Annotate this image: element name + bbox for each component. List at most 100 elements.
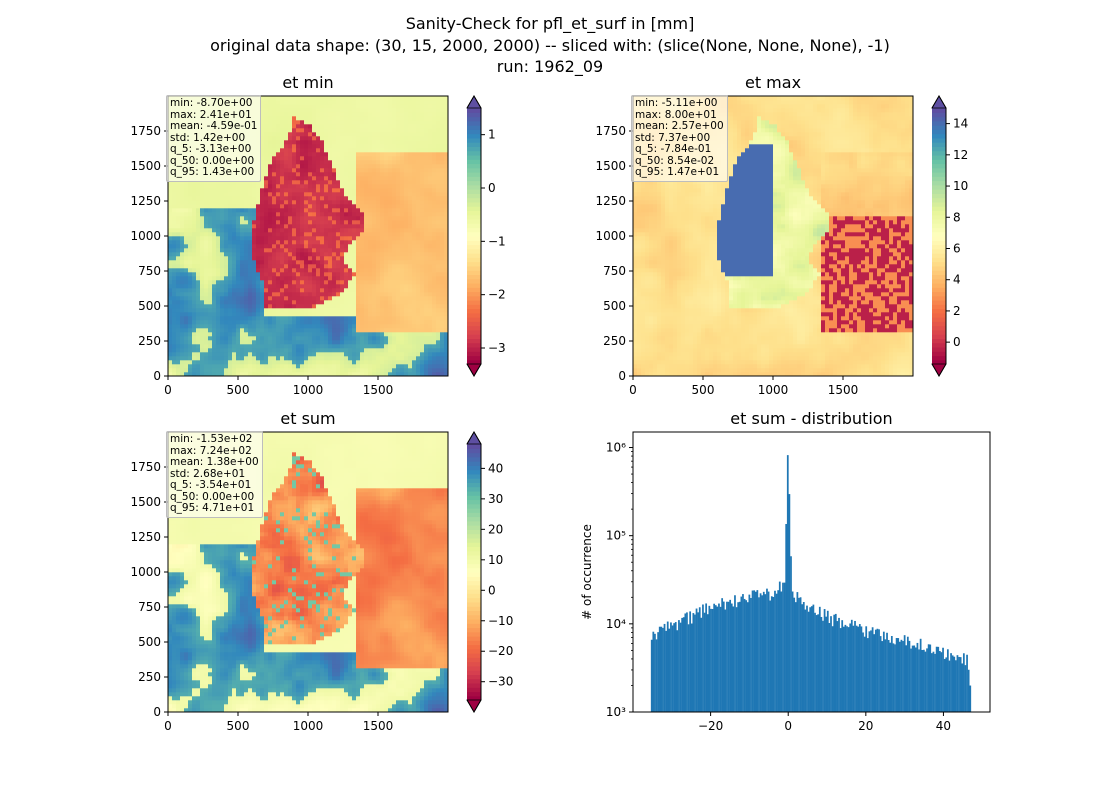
histogram-bar — [727, 601, 730, 712]
colorbar-tick-label: −20 — [488, 644, 513, 658]
histogram-bar — [721, 598, 724, 712]
histogram-bar — [839, 628, 842, 712]
histogram-bar — [857, 626, 860, 712]
colorbar-extend-min — [466, 363, 482, 377]
histogram-bar — [855, 625, 858, 712]
histogram-bar — [892, 643, 895, 712]
histogram-bar — [657, 632, 659, 712]
histogram-bar — [711, 608, 714, 712]
histogram-bar — [801, 604, 804, 712]
histogram-bar — [748, 594, 751, 712]
histogram-bar — [705, 603, 708, 712]
colorbar-tick-label: 1 — [488, 128, 496, 142]
histogram-bar — [889, 642, 892, 712]
x-tick-label: 500 — [692, 383, 715, 397]
y-tick-label: 1250 — [130, 194, 161, 208]
histogram-bar — [679, 622, 682, 712]
x-tick-label: 1000 — [758, 383, 789, 397]
histogram-bar — [708, 605, 711, 712]
histogram-bar — [862, 632, 864, 712]
histogram-bar — [668, 628, 671, 712]
y-axis-label: # of occurrence — [580, 524, 594, 620]
histogram-bar — [796, 592, 799, 712]
histogram-bar — [836, 621, 839, 712]
histogram-bar — [943, 658, 946, 712]
suptitle-line-3: run: 1962_09 — [496, 57, 604, 76]
colorbar-tick-label: 0 — [953, 335, 961, 349]
colorbar: 0 2 4 6 8 10 12 14 — [931, 95, 968, 377]
histogram-bar — [690, 623, 693, 712]
suptitle-line-2: original data shape: (30, 15, 2000, 2000… — [210, 36, 890, 55]
colorbar-tick-label: 0 — [488, 583, 496, 597]
stats-line: max: 7.24e+02 — [170, 444, 252, 457]
histogram-bar — [940, 652, 943, 712]
histogram-bar — [750, 597, 752, 712]
histogram-bar — [863, 636, 866, 712]
histogram-bar — [919, 638, 922, 712]
histogram-bar — [687, 624, 690, 712]
histogram-bar — [662, 627, 664, 712]
colorbar-tick-label: 14 — [953, 117, 968, 131]
colorbar-outline — [466, 95, 482, 377]
histogram-bars — [650, 455, 972, 712]
histogram-bar — [897, 638, 900, 712]
colorbar-extend-min — [931, 363, 947, 377]
y-tick-label: 500 — [138, 299, 161, 313]
histogram-bar — [900, 639, 903, 712]
histogram-bar — [770, 596, 773, 712]
histogram-bar — [684, 613, 687, 712]
histogram-bar — [703, 612, 706, 712]
histogram-bar — [682, 617, 685, 712]
histogram-bar — [962, 653, 965, 712]
histogram-bar — [922, 649, 925, 712]
colorbar-extend-min — [466, 699, 482, 713]
histogram-bar — [820, 616, 823, 712]
histogram-bar — [751, 590, 754, 712]
histogram-bar — [810, 606, 813, 712]
y-tick-label: 1000 — [130, 565, 161, 579]
histogram-bar — [938, 651, 941, 712]
y-tick-label: 1500 — [130, 159, 161, 173]
colorbar: −3 −2 −1 0 1 — [466, 95, 506, 377]
x-tick-label: 500 — [227, 719, 250, 733]
histogram-bar — [698, 607, 701, 712]
histogram-bar — [804, 609, 807, 712]
stats-line: q_5: -7.84e-01 — [635, 143, 712, 155]
y-tick-label: 1750 — [130, 124, 161, 138]
colorbar-tick-label: 12 — [953, 148, 968, 162]
histogram-bar — [759, 593, 762, 712]
histogram-bar — [719, 606, 722, 712]
colorbar-extend-max — [466, 431, 482, 445]
x-tick-label: 1000 — [293, 383, 324, 397]
stats-line: q_50: 0.00e+00 — [170, 154, 255, 167]
stats-line: min: -1.53e+02 — [170, 433, 253, 445]
y-tick-label: 0 — [153, 705, 161, 719]
histogram-bar — [887, 639, 890, 712]
stats-line: q_5: -3.13e+00 — [170, 143, 252, 155]
stats-line: q_50: 8.54e-02 — [635, 154, 715, 167]
histogram-bar — [860, 626, 863, 712]
heatmap-panel-3: 0 500 1000 1500 0 250 500 750 1000 1250 1500 1750 et… — [130, 409, 513, 733]
histogram-bar — [865, 626, 868, 712]
histogram-bar — [951, 655, 954, 712]
histogram-bar — [799, 597, 802, 712]
histogram-bar — [823, 609, 826, 712]
histogram-bar — [766, 588, 768, 712]
histogram-bar — [826, 610, 829, 712]
x-tick-label: 20 — [858, 719, 873, 733]
histogram-bar — [676, 630, 679, 712]
histogram-bar — [884, 639, 887, 712]
histogram-bar — [910, 648, 912, 712]
histogram-bar — [738, 601, 741, 712]
stats-line: q_95: 4.71e+01 — [170, 502, 255, 514]
histogram-bar — [956, 655, 959, 712]
axes-title: et max — [745, 73, 801, 92]
colorbar-tick-label: 0 — [488, 181, 496, 195]
stats-box: min: -8.70e+00 max: 2.41e+01 mean: -4.59e-… — [166, 95, 262, 182]
histogram-bar — [846, 626, 848, 712]
histogram-bar — [713, 603, 716, 712]
y-tick-label: 250 — [138, 670, 161, 684]
colorbar: −30 −20 −10 0 10 20 30 40 — [466, 431, 513, 713]
histogram-bar — [790, 556, 792, 712]
x-tick-label: 500 — [227, 383, 250, 397]
